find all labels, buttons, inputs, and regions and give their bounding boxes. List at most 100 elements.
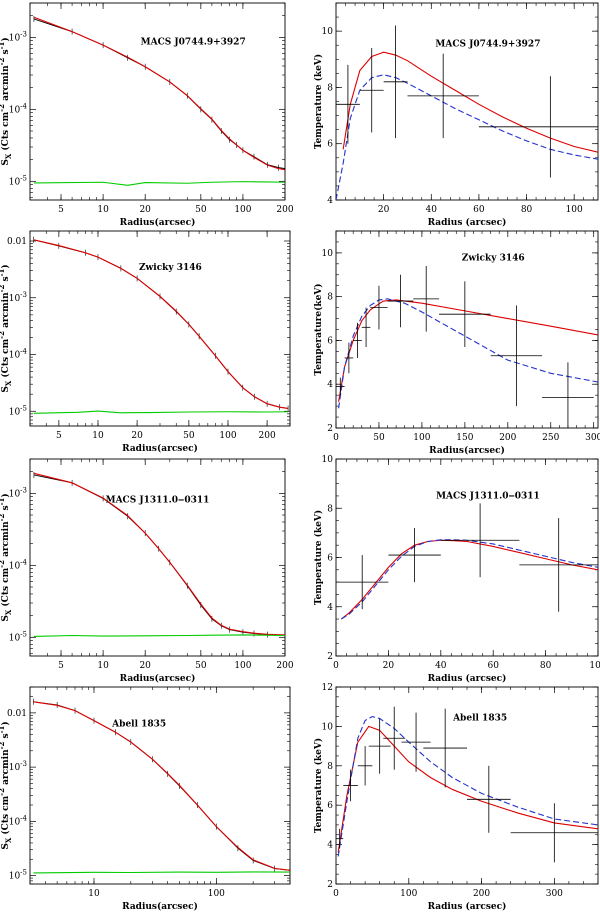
panel-title: Zwicky 3146 [139, 263, 202, 273]
panel-title: MACS J1311.0‒0311 [436, 491, 540, 501]
y-tick-label: 12 [322, 683, 333, 693]
y-tick-label: 4 [327, 603, 333, 613]
series-model_blue [338, 298, 598, 409]
plot-area [33, 698, 290, 874]
y-tick-label: 10-5 [9, 869, 27, 882]
x-tick-label: 0 [333, 889, 339, 899]
plot-area [336, 503, 598, 620]
x-tick-label: 100 [234, 661, 251, 671]
plot-area [33, 15, 285, 186]
x-tick-label: 100 [400, 889, 417, 899]
y-tick-label: 4 [327, 380, 333, 390]
y-axis-label: SX (Cts cm-2 arcmin-2 s-1) [0, 264, 13, 392]
y-tick-label: 10 [322, 27, 334, 37]
y-tick-label: 6 [327, 336, 333, 346]
x-tick-label: 300 [585, 433, 600, 443]
y-tick-label: 4 [327, 841, 333, 851]
x-axis-label: Radius(arcsec) [122, 901, 198, 912]
y-tick-label: 6 [327, 801, 333, 811]
series-model_blue [337, 715, 598, 857]
y-tick-label: 10-3 [9, 760, 27, 773]
x-tick-label: 10 [97, 661, 109, 671]
plot-frame [29, 458, 286, 657]
y-tick-label: 10-5 [9, 404, 27, 417]
y-tick-label: 8 [327, 83, 333, 93]
y-tick-label: 0.01 [7, 237, 27, 247]
y-tick-label: 2 [327, 652, 333, 662]
y-axis-label: SX (Cts cm-2 arcmin-2 s-1) [0, 721, 13, 849]
x-tick-label: 50 [373, 433, 385, 443]
series-model [33, 701, 290, 871]
series-model_red [342, 51, 598, 153]
x-tick-label: 100 [413, 433, 430, 443]
series-model_red [340, 539, 598, 620]
y-tick-label: 10-3 [9, 30, 27, 43]
y-tick-label: 10 [322, 722, 334, 732]
plot-area [33, 236, 289, 414]
y-tick-label: 8 [327, 504, 333, 514]
y-axis-label: Temperature (keV) [313, 54, 324, 149]
x-tick-label: 80 [521, 205, 533, 215]
plot-area [336, 706, 598, 863]
x-axis-label: Radius (arcsec) [428, 901, 507, 912]
series-model_blue [340, 539, 598, 620]
y-tick-label: 10 [322, 249, 334, 259]
series-model [33, 472, 285, 636]
x-tick-label: 40 [426, 205, 438, 215]
x-tick-label: 10 [88, 889, 100, 899]
x-tick-label: 150 [456, 433, 473, 443]
x-tick-label: 5 [58, 661, 64, 671]
y-tick-label: 10-4 [9, 102, 28, 115]
panel-title: MACS J0744.9+3927 [141, 37, 246, 47]
x-axis-label: Radius(arcsec) [120, 217, 196, 228]
chart-sb4: 10 100 0.01 10-3 10-4 10-5 Abell 1835 Radius(ar… [0, 686, 291, 912]
x-tick-label: 5 [58, 205, 64, 215]
x-tick-label: 60 [473, 205, 485, 215]
y-axis-label: SX (Cts cm-2 arcmin-2 s-1) [0, 37, 13, 165]
x-tick-label: 0 [333, 661, 339, 671]
y-tick-label: 8 [327, 762, 333, 772]
series-background [33, 871, 290, 874]
panel-title: Abell 1835 [452, 713, 507, 723]
x-tick-label: 10 [97, 205, 109, 215]
y-tick-label: 10-3 [9, 486, 27, 499]
panel-title: Zwicky 3146 [462, 254, 525, 264]
y-tick-label: 4 [327, 196, 333, 206]
x-tick-label: 100 [219, 431, 236, 441]
x-tick-label: 60 [487, 661, 499, 671]
x-tick-label: 20 [383, 661, 395, 671]
panel-title: Abell 1835 [111, 719, 166, 729]
series-background [33, 634, 285, 637]
x-tick-label: 50 [183, 431, 195, 441]
chart-sb1: 5 10 20 50 100 200 10-3 10-4 10-5 MACS J0744.9+39… [0, 2, 294, 228]
x-tick-label: 5 [56, 431, 62, 441]
y-tick-label: 8 [327, 293, 333, 303]
series-model [33, 16, 285, 171]
x-axis-label: Radius (arcsec) [428, 673, 507, 684]
y-tick-label: 6 [327, 140, 333, 150]
y-tick-label: 10-5 [9, 630, 27, 643]
x-tick-label: 10 [92, 431, 104, 441]
x-tick-label: 100 [589, 661, 600, 671]
y-tick-label: 10-4 [9, 348, 28, 361]
x-tick-label: 0 [333, 433, 339, 443]
y-axis-label: Temperature (keV) [313, 738, 324, 833]
plot-frame [29, 686, 291, 885]
plot-area [33, 471, 285, 639]
x-tick-label: 100 [566, 205, 583, 215]
series-model_blue [336, 74, 598, 200]
x-tick-label: 200 [499, 433, 516, 443]
x-tick-label: 300 [546, 889, 563, 899]
panel-title: MACS J1311.0‒0311 [106, 495, 210, 505]
chart-t4: 0 100 200 300 2 4 6 8 10 12 Abell 1835 Radius (arcs… [313, 683, 599, 912]
y-tick-label: 10-4 [9, 558, 28, 571]
x-tick-label: 40 [435, 661, 447, 671]
x-tick-label: 20 [139, 661, 151, 671]
x-tick-label: 50 [195, 661, 207, 671]
x-tick-label: 200 [276, 205, 293, 215]
chart-t1: 20 40 60 80 100 4 6 8 10 MACS J0744.9+3927 Radius … [313, 2, 599, 228]
x-tick-label: 200 [276, 661, 293, 671]
chart-t3: 0 20 40 60 80 100 2 4 6 8 10 MACS J1311.0‒0311 Radiu… [313, 455, 600, 684]
